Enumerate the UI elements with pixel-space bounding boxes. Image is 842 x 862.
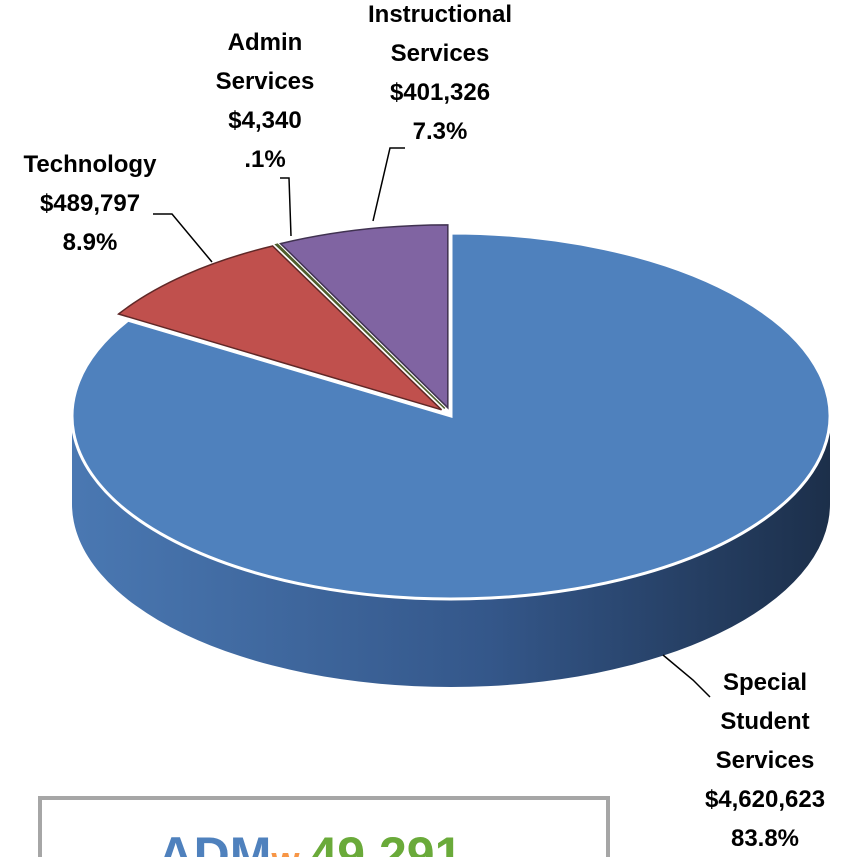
annotation-box: [38, 796, 610, 862]
percentage-label: 83.8%: [731, 825, 799, 852]
leader-line: [153, 213, 213, 263]
slice: [279, 224, 449, 410]
percentage-label: 7.3%: [413, 118, 468, 145]
percentage-label: 8.9%: [63, 229, 118, 256]
leader-line: [280, 177, 292, 237]
category-label: Technology: [24, 151, 158, 178]
slice: [116, 245, 443, 411]
pie-sides: [72, 416, 830, 687]
annotation-value: 49,291: [309, 827, 462, 857]
value-label: $489,797: [40, 190, 140, 217]
annotation-suffix: w: [270, 839, 300, 857]
slice: [70, 231, 832, 601]
category-label: Admin Services: [216, 29, 315, 95]
category-label: Special Student Services: [716, 669, 815, 774]
value-label: $401,326: [390, 79, 490, 106]
leader-line: [662, 654, 711, 698]
labels: Special Student Services $4,620,623 83.8% Tec…: [24, 1, 826, 852]
value-label: $4,620,623: [705, 786, 825, 813]
pie-slices: [70, 224, 832, 601]
leader-line: [372, 147, 405, 222]
category-label: Instructional Services: [368, 1, 512, 67]
slice: [274, 243, 446, 410]
annotation: ADMw 49,291: [158, 827, 463, 857]
percentage-label: .1%: [244, 146, 285, 173]
annotation-prefix: ADM: [158, 827, 272, 857]
slice-side: [72, 416, 830, 687]
value-label: $4,340: [228, 107, 301, 134]
